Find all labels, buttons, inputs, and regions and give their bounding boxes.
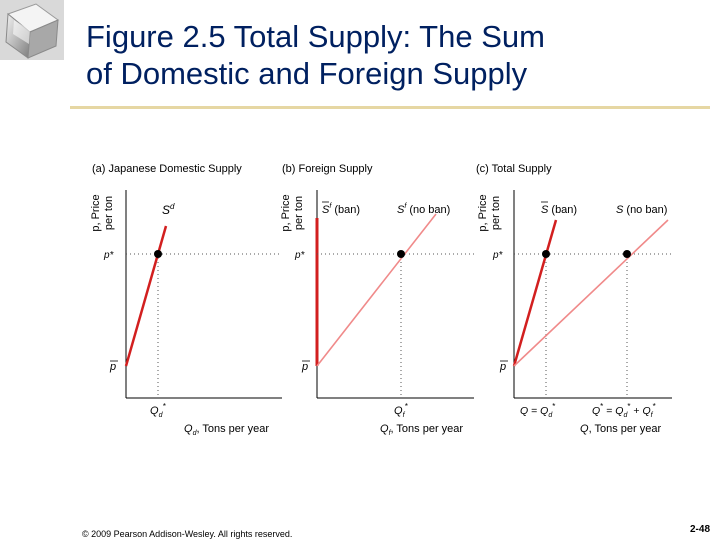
panel-b-tick-pstar: p* — [294, 250, 306, 261]
panel-b-x-label: Qf, Tons per year — [380, 423, 463, 437]
panel-c-x-label: Q, Tons per year — [580, 423, 661, 435]
panel-b-y-label-2: per ton — [293, 196, 305, 230]
panel-c: (c) Total Supply p, Price per ton S (ban… — [476, 163, 672, 435]
panel-b-noban-label: Sf (no ban) — [397, 203, 450, 216]
panel-c-tick-pstar: p* — [492, 250, 504, 261]
copyright-notice: © 2009 Pearson Addison-Wesley. All right… — [82, 529, 293, 539]
panel-b-heading: (b) Foreign Supply — [282, 163, 373, 175]
panel-c-y-label-2: per ton — [490, 196, 502, 230]
panel-b-ban-label: Sf (ban) — [322, 203, 360, 216]
slide-title: Figure 2.5 Total Supply: The Sum of Dome… — [86, 18, 686, 92]
title-divider — [70, 106, 710, 109]
panel-a-curve-label: Sd — [162, 202, 175, 217]
panel-b-equilibrium-point — [397, 250, 405, 258]
panel-a-tick-pbar: p — [109, 361, 116, 373]
panel-a-y-label-2: per ton — [103, 196, 115, 230]
panel-a-x-label: Qd, Tons per year — [184, 423, 269, 437]
panel-a-supply-curve — [124, 225, 168, 367]
panel-c-ban-label: S (ban) — [541, 204, 577, 216]
panel-c-x-tick-2: Q* = Qd* + Qf* — [592, 402, 656, 419]
slide-title-line-2: of Domestic and Foreign Supply — [86, 56, 528, 91]
panel-c-ban-curve — [512, 219, 558, 367]
panel-c-equilibrium-ban — [542, 250, 550, 258]
panel-a-y-label-1: p, Price — [90, 194, 102, 231]
panel-c-heading: (c) Total Supply — [476, 163, 552, 175]
panel-c-tick-pbar: p — [499, 361, 506, 373]
panel-b-noban-curve — [316, 213, 437, 367]
panel-c-noban-label: S (no ban) — [616, 204, 667, 216]
panel-c-equilibrium-noban — [623, 250, 631, 258]
panel-c-noban-curve — [513, 219, 669, 367]
panel-a: (a) Japanese Domestic Supply p, Price pe… — [90, 163, 282, 437]
glass-cube-logo — [0, 0, 64, 60]
panel-a-x-tick: Qd* — [150, 402, 166, 419]
panel-a-tick-pstar: p* — [103, 250, 115, 261]
panel-a-equilibrium-point — [154, 250, 162, 258]
panel-c-y-label-1: p, Price — [477, 194, 489, 231]
panel-c-x-tick-1: Q = Qd* — [520, 402, 555, 419]
panel-b-tick-pbar: p — [301, 361, 308, 373]
panel-b-x-tick: Qf* — [394, 402, 409, 419]
panel-b-y-label-1: p, Price — [280, 194, 292, 231]
panel-b: (b) Foreign Supply p, Price per ton Sf (… — [280, 163, 474, 437]
slide-title-line-1: Figure 2.5 Total Supply: The Sum — [86, 19, 545, 54]
page-number: 2-48 — [690, 524, 711, 535]
panel-a-heading: (a) Japanese Domestic Supply — [92, 163, 242, 175]
